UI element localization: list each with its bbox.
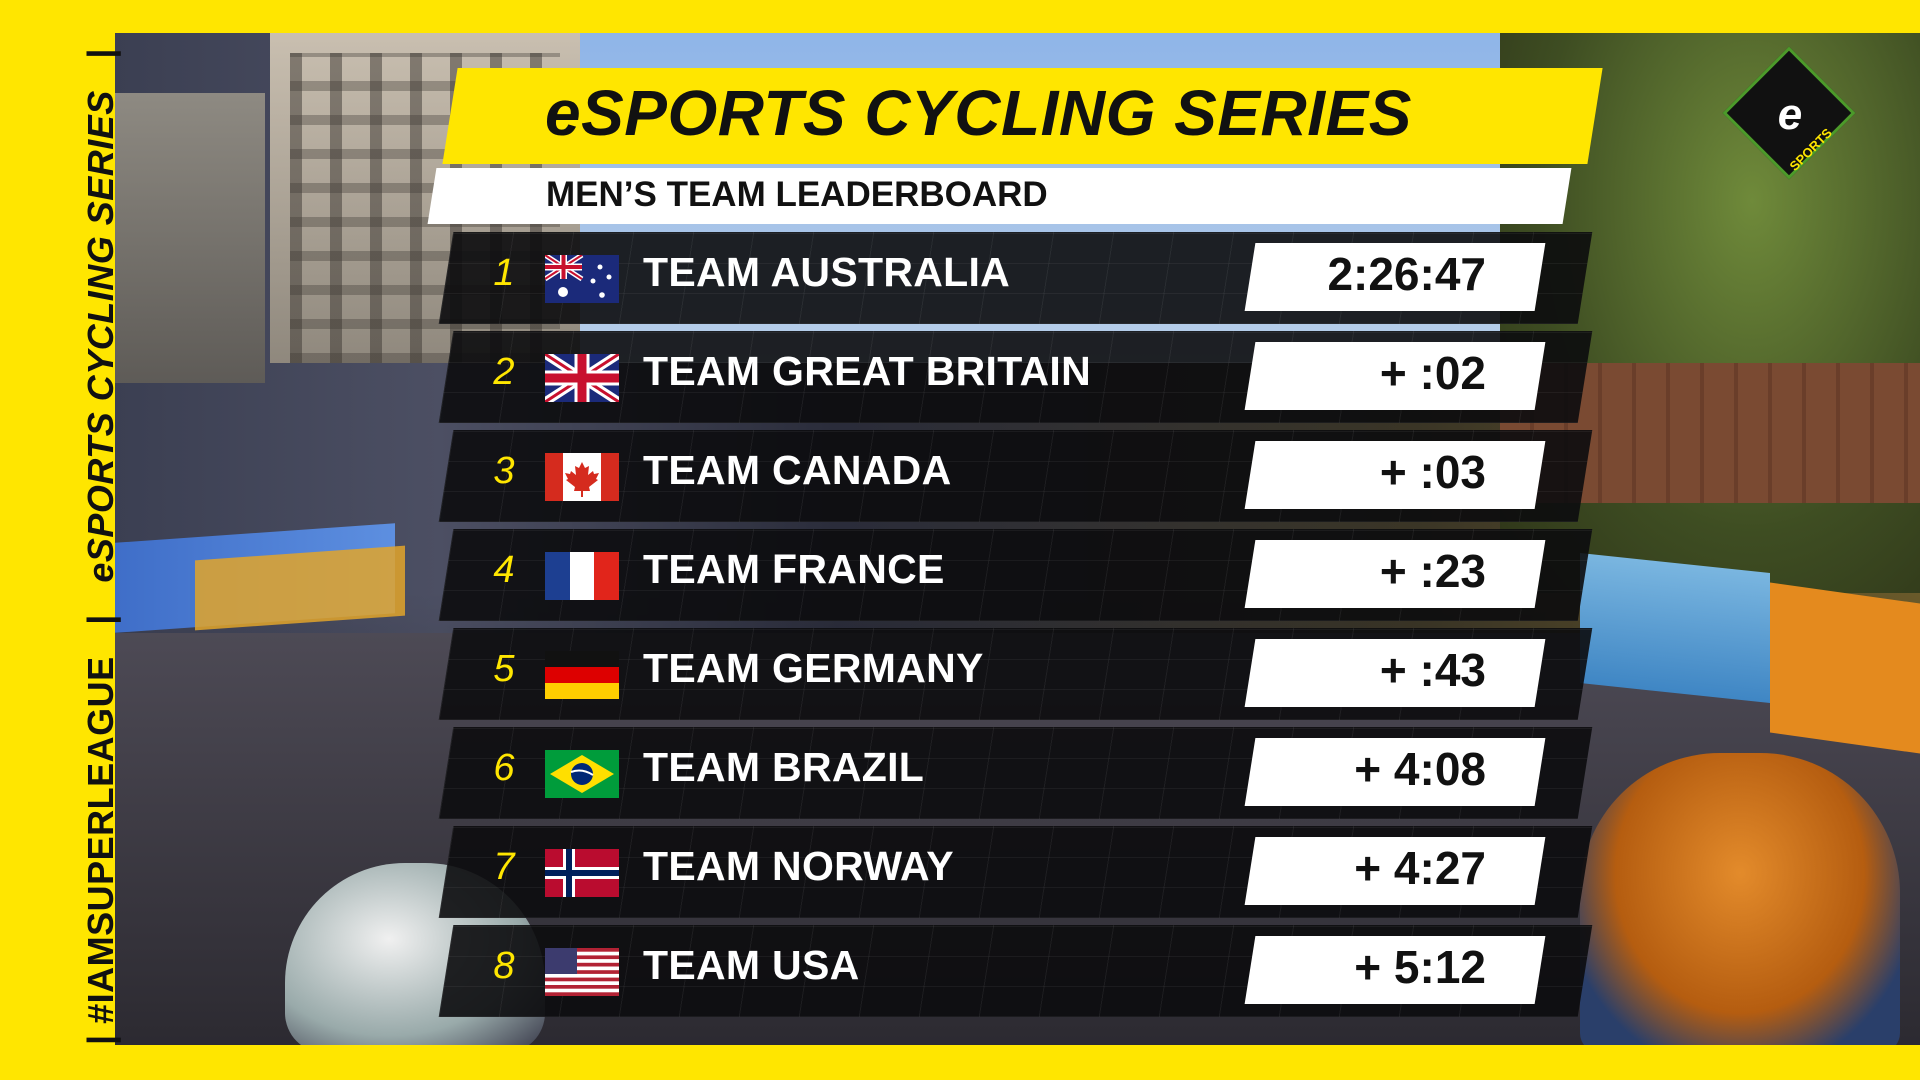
team-name: TEAM NORWAY (643, 843, 954, 889)
leaderboard-row: 4 TEAM FRANCE + :23 (0, 529, 1920, 621)
rank-number: 6 (493, 747, 515, 789)
leaderboard-row: 6 TEAM BRAZIL + 4:08 (0, 727, 1920, 819)
team-name: TEAM BRAZIL (643, 744, 925, 790)
team-name: TEAM AUSTRALIA (643, 249, 1011, 295)
rank-number: 4 (493, 549, 515, 591)
side-separator: | (80, 48, 121, 59)
team-time: + :02 (1379, 347, 1486, 399)
france-flag-icon (545, 552, 619, 600)
team-name: TEAM CANADA (643, 447, 952, 493)
team-time: + :03 (1379, 446, 1486, 498)
rank-number: 1 (493, 252, 515, 294)
leaderboard-row: 7 TEAM NORWAY + 4:27 (0, 826, 1920, 918)
leaderboard-row: 5 TEAM GERMANY + :43 (0, 628, 1920, 720)
team-name: TEAM USA (643, 942, 860, 988)
leaderboard-row: 2 TEAM GREAT BRITAIN + :02 (0, 331, 1920, 423)
team-time: + 4:08 (1354, 743, 1486, 795)
great-britain-flag-icon (545, 354, 619, 402)
leaderboard-row: 3 TEAM CANADA + :03 (0, 430, 1920, 522)
leaderboard-row: 8 TEAM USA + 5:12 (0, 925, 1920, 1017)
building-left (115, 93, 265, 383)
rank-number: 7 (493, 846, 515, 888)
australia-flag-icon (545, 255, 619, 303)
canada-flag-icon (545, 453, 619, 501)
rank-number: 8 (493, 945, 515, 987)
side-separator: | (80, 1034, 121, 1045)
team-time: 2:26:47 (1327, 248, 1486, 300)
leaderboard-row: 1 TEAM AUSTRALIA 2:26:47 (0, 232, 1920, 324)
rank-number: 5 (493, 648, 515, 690)
norway-flag-icon (545, 849, 619, 897)
usa-flag-icon (545, 948, 619, 996)
leaderboard-subtitle: MEN’S TEAM LEADERBOARD (546, 175, 1048, 214)
rider-right (1580, 753, 1900, 1045)
brazil-flag-icon (545, 750, 619, 798)
germany-flag-icon (545, 651, 619, 699)
rank-number: 2 (493, 351, 515, 393)
team-time: + 4:27 (1354, 842, 1486, 894)
page-title: eSPORTS CYCLING SERIES (545, 77, 1412, 149)
logo-letter: e (1777, 90, 1803, 139)
rank-number: 3 (493, 450, 515, 492)
team-name: TEAM FRANCE (643, 546, 945, 592)
team-time: + :23 (1379, 545, 1486, 597)
team-name: TEAM GERMANY (643, 645, 984, 691)
team-name: TEAM GREAT BRITAIN (643, 348, 1092, 394)
team-time: + :43 (1379, 644, 1486, 696)
team-time: + 5:12 (1354, 941, 1486, 993)
